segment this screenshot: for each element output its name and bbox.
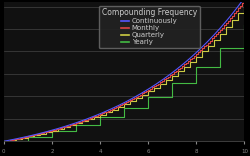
Legend: Continuously, Monthly, Quarterly, Yearly: Continuously, Monthly, Quarterly, Yearly bbox=[99, 6, 200, 48]
